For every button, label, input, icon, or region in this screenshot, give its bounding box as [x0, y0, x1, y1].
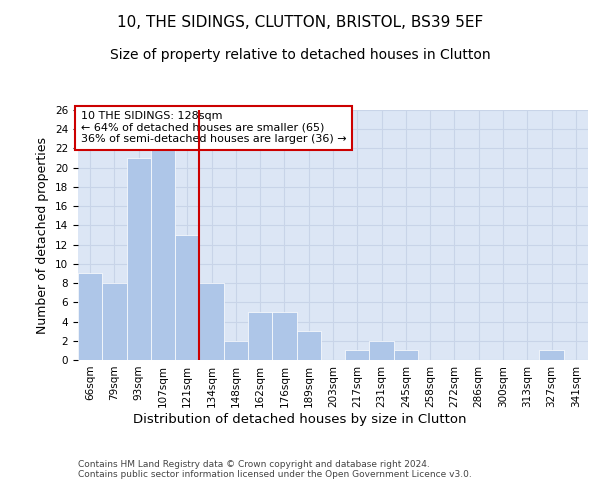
Y-axis label: Number of detached properties: Number of detached properties	[37, 136, 49, 334]
Bar	[175, 235, 199, 360]
Bar	[78, 274, 102, 360]
Text: 10, THE SIDINGS, CLUTTON, BRISTOL, BS39 5EF: 10, THE SIDINGS, CLUTTON, BRISTOL, BS39 …	[117, 15, 483, 30]
Bar	[370, 341, 394, 360]
Text: 10 THE SIDINGS: 128sqm
← 64% of detached houses are smaller (65)
36% of semi-det: 10 THE SIDINGS: 128sqm ← 64% of detached…	[80, 112, 346, 144]
Text: Size of property relative to detached houses in Clutton: Size of property relative to detached ho…	[110, 48, 490, 62]
Bar	[345, 350, 370, 360]
Bar	[102, 283, 127, 360]
Text: Contains HM Land Registry data © Crown copyright and database right 2024.
Contai: Contains HM Land Registry data © Crown c…	[78, 460, 472, 479]
Bar	[127, 158, 151, 360]
Bar	[296, 331, 321, 360]
Bar	[272, 312, 296, 360]
Bar	[151, 148, 175, 360]
Bar	[248, 312, 272, 360]
Bar	[224, 341, 248, 360]
Text: Distribution of detached houses by size in Clutton: Distribution of detached houses by size …	[133, 412, 467, 426]
Bar	[199, 283, 224, 360]
Bar	[394, 350, 418, 360]
Bar	[539, 350, 564, 360]
